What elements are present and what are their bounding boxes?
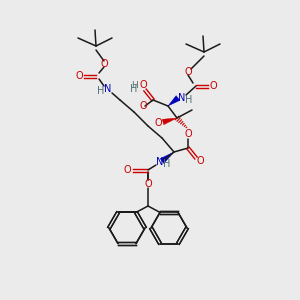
Polygon shape (160, 152, 174, 164)
Polygon shape (168, 96, 180, 106)
Text: O: O (139, 101, 147, 111)
Polygon shape (162, 118, 177, 125)
Text: O: O (154, 118, 162, 128)
Text: O: O (100, 59, 108, 69)
Text: O: O (184, 67, 192, 77)
Text: O: O (196, 156, 204, 166)
Text: O: O (144, 179, 152, 189)
Text: H: H (132, 82, 138, 91)
Text: N: N (104, 84, 112, 94)
Text: H: H (163, 159, 171, 169)
Text: O: O (75, 71, 83, 81)
Text: H: H (97, 86, 105, 96)
Text: H: H (130, 84, 138, 94)
Text: N: N (156, 157, 164, 167)
Text: O: O (209, 81, 217, 91)
Text: N: N (178, 93, 186, 103)
Text: O: O (123, 165, 131, 175)
Text: O: O (184, 129, 192, 139)
Text: O: O (139, 80, 147, 90)
Text: H: H (185, 95, 193, 105)
